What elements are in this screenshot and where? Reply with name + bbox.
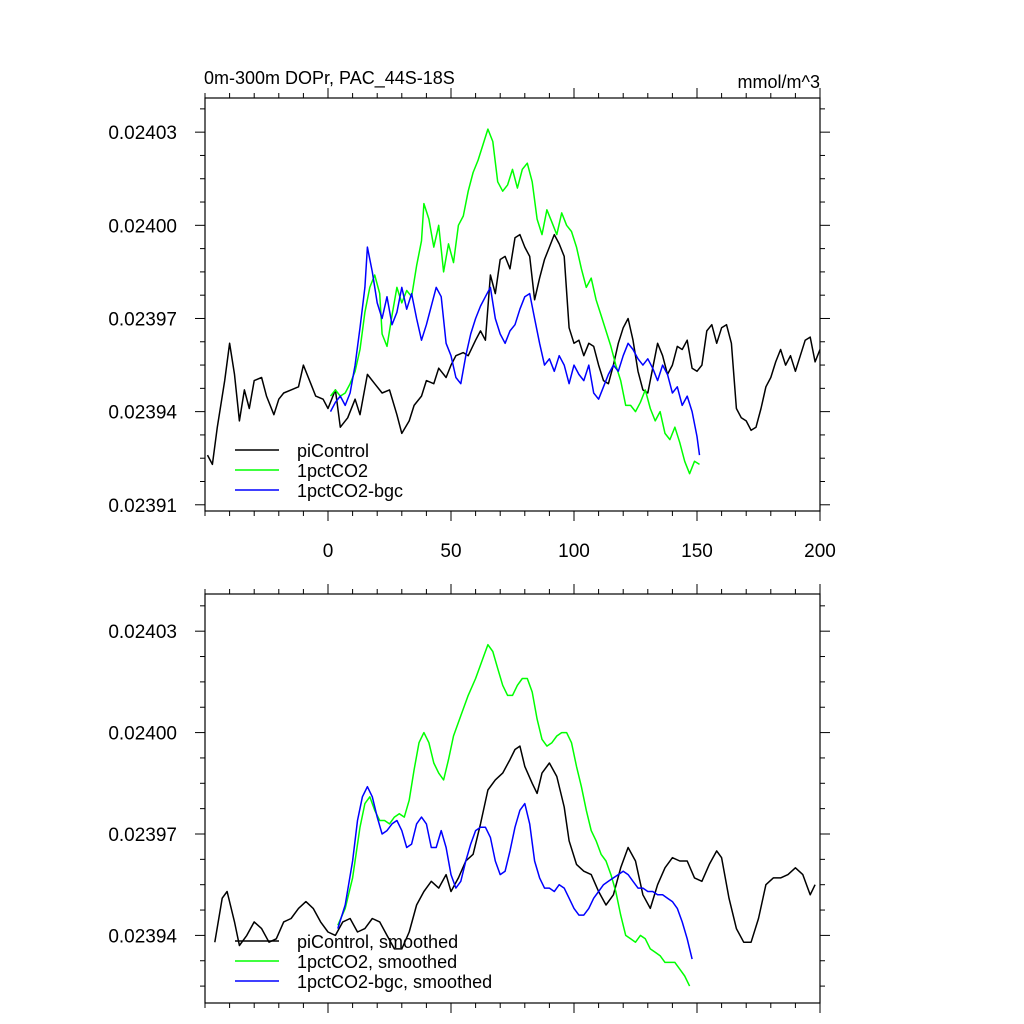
x-tick-label: 200 xyxy=(804,541,836,562)
series-line xyxy=(214,745,816,950)
series-line xyxy=(337,643,691,987)
y-tick-label: 0.02391 xyxy=(108,496,177,517)
y-tick-label: 0.02400 xyxy=(108,216,177,237)
units-label: mmol/m^3 xyxy=(738,72,820,92)
series-line xyxy=(206,233,821,466)
y-tick-label: 0.02400 xyxy=(108,724,177,745)
y-tick-label: 0.02394 xyxy=(108,403,177,424)
legend-label: piControl xyxy=(297,441,369,461)
top-panel: 0 50 100 150 200 0.02391 0.02394 0.02397 0.02400… xyxy=(108,88,836,562)
y-tick-label: 0.02403 xyxy=(108,622,177,643)
y-tick-label: 0.02403 xyxy=(108,123,177,144)
series-line xyxy=(337,785,693,960)
y-tick-label: 0.02394 xyxy=(108,926,177,947)
chart-title: 0m-300m DOPr, PAC_44S-18S xyxy=(204,68,455,89)
plot-frame xyxy=(204,593,821,1004)
legend-label: piControl, smoothed xyxy=(297,932,458,952)
legend-label: 1pctCO2 xyxy=(297,461,368,481)
series-line xyxy=(329,246,701,456)
x-tick-label: 100 xyxy=(558,541,590,562)
x-tick-label: 150 xyxy=(681,541,713,562)
x-tick-label: 0 xyxy=(323,541,334,562)
y-tick-label: 0.02397 xyxy=(108,309,177,330)
series-line xyxy=(329,128,700,475)
y-tick-label: 0.02397 xyxy=(108,825,177,846)
legend-label: 1pctCO2-bgc, smoothed xyxy=(297,972,492,992)
x-tick-label: 50 xyxy=(440,541,461,562)
bottom-panel: 0.02394 0.02397 0.02400 0.02403 piControl, s… xyxy=(108,584,830,1013)
legend-label: 1pctCO2-bgc xyxy=(297,481,403,501)
legend-label: 1pctCO2, smoothed xyxy=(297,952,457,972)
plot-frame xyxy=(204,97,821,512)
